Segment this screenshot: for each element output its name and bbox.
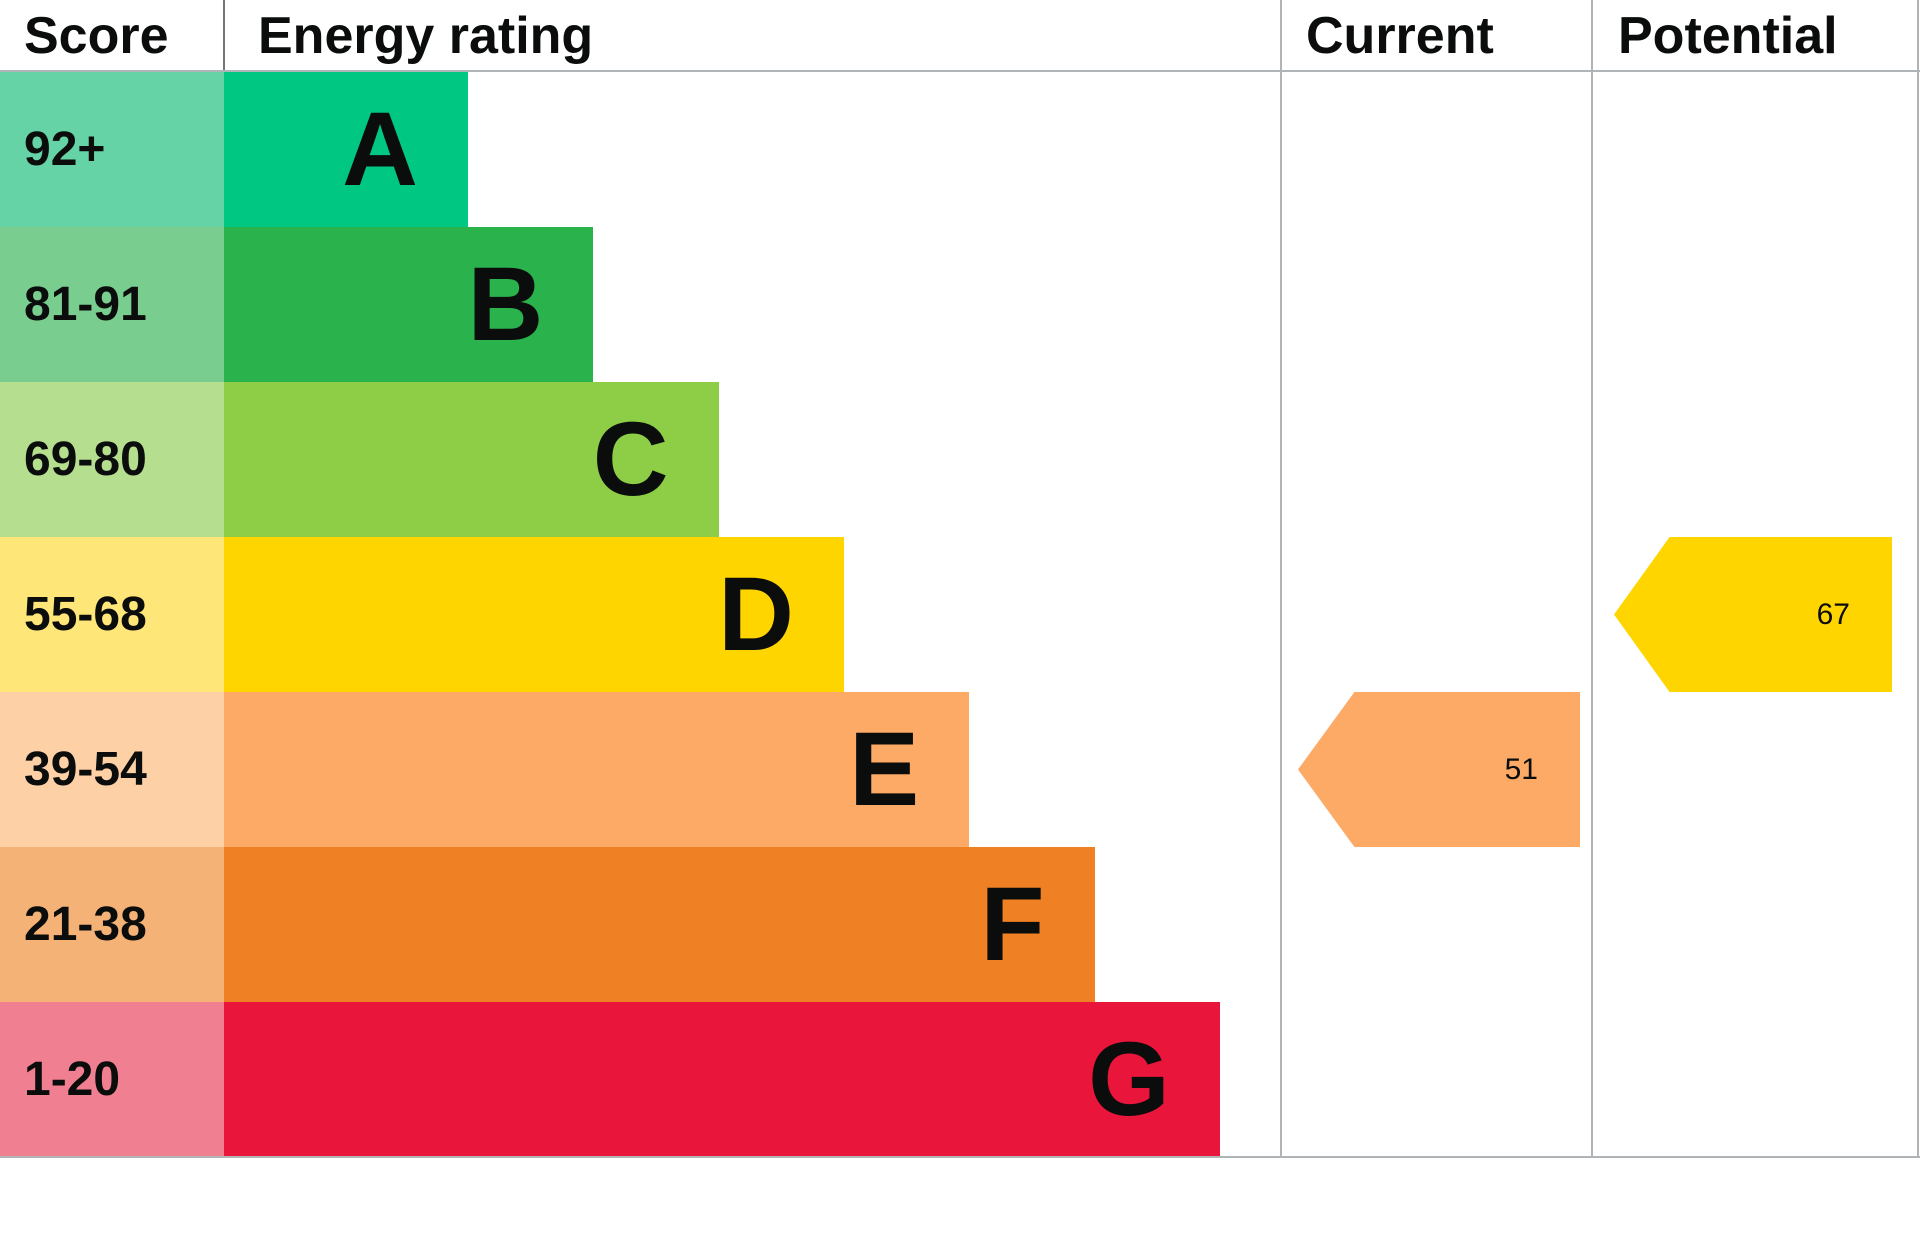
band-letter: F xyxy=(980,866,1045,983)
band-letter: D xyxy=(718,556,794,673)
header-energy-rating: Energy rating xyxy=(258,7,594,65)
band-letter: E xyxy=(849,711,920,828)
potential-rating-value: 67 xyxy=(1816,597,1850,631)
band-letter: B xyxy=(467,246,544,363)
rating-bands: 92+ A 81-91 B 69-80 C 55-68 D 39-54 E 21… xyxy=(0,72,1220,1157)
band-bar: C xyxy=(224,382,719,537)
chart-header: Score Energy rating Current Potential xyxy=(0,0,1920,72)
band-letter: G xyxy=(1088,1021,1170,1138)
band-bar: A xyxy=(224,72,468,227)
band-letter: C xyxy=(592,401,669,518)
band-score-range: 69-80 xyxy=(0,382,224,537)
right-border-line xyxy=(1917,0,1919,1157)
band-bar: E xyxy=(224,692,970,847)
rating-band-row: 55-68 D xyxy=(0,537,1220,692)
band-bar: D xyxy=(224,537,844,692)
header-score: Score xyxy=(24,7,169,65)
potential-rating-arrow: 67 xyxy=(1614,537,1892,692)
band-score-range: 81-91 xyxy=(0,227,224,382)
header-underline xyxy=(0,70,1920,72)
rating-band-row: 21-38 F xyxy=(0,847,1220,1002)
potential-column-divider xyxy=(1591,0,1593,1157)
chart-bottom-line xyxy=(0,1156,1920,1158)
band-bar: F xyxy=(224,847,1095,1002)
band-score-range: 55-68 xyxy=(0,537,224,692)
rating-band-row: 39-54 E xyxy=(0,692,1220,847)
band-letter: A xyxy=(342,91,418,208)
rating-band-row: 1-20 G xyxy=(0,1002,1220,1157)
header-potential: Potential xyxy=(1618,7,1838,65)
band-bar: G xyxy=(224,1002,1220,1157)
rating-band-row: 69-80 C xyxy=(0,382,1220,537)
header-current: Current xyxy=(1306,7,1494,65)
rating-band-row: 81-91 B xyxy=(0,227,1220,382)
band-score-range: 39-54 xyxy=(0,692,224,847)
band-score-range: 21-38 xyxy=(0,847,224,1002)
current-rating-value: 51 xyxy=(1504,752,1538,786)
current-rating-arrow: 51 xyxy=(1298,692,1580,847)
band-score-range: 1-20 xyxy=(0,1002,224,1157)
score-column-divider xyxy=(223,0,225,70)
band-score-range: 92+ xyxy=(0,72,224,227)
rating-band-row: 92+ A xyxy=(0,72,1220,227)
band-bar: B xyxy=(224,227,594,382)
current-column-divider xyxy=(1280,0,1282,1157)
